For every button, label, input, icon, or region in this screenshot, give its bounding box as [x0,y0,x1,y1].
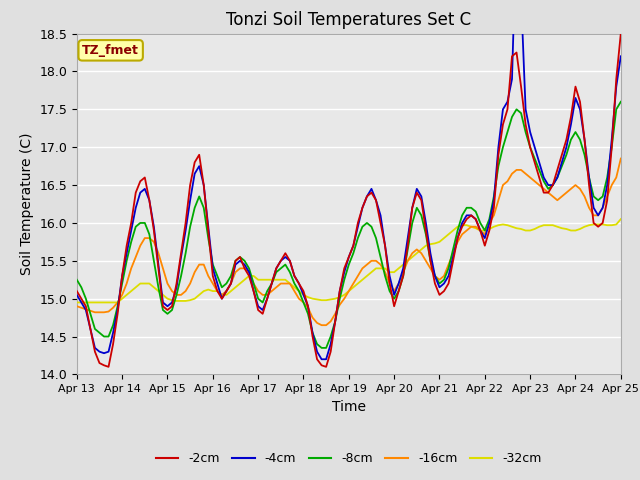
X-axis label: Time: Time [332,400,366,414]
Y-axis label: Soil Temperature (C): Soil Temperature (C) [20,133,34,275]
Title: Tonzi Soil Temperatures Set C: Tonzi Soil Temperatures Set C [226,11,472,29]
Text: TZ_fmet: TZ_fmet [82,44,139,57]
Legend: -2cm, -4cm, -8cm, -16cm, -32cm: -2cm, -4cm, -8cm, -16cm, -32cm [151,447,547,470]
